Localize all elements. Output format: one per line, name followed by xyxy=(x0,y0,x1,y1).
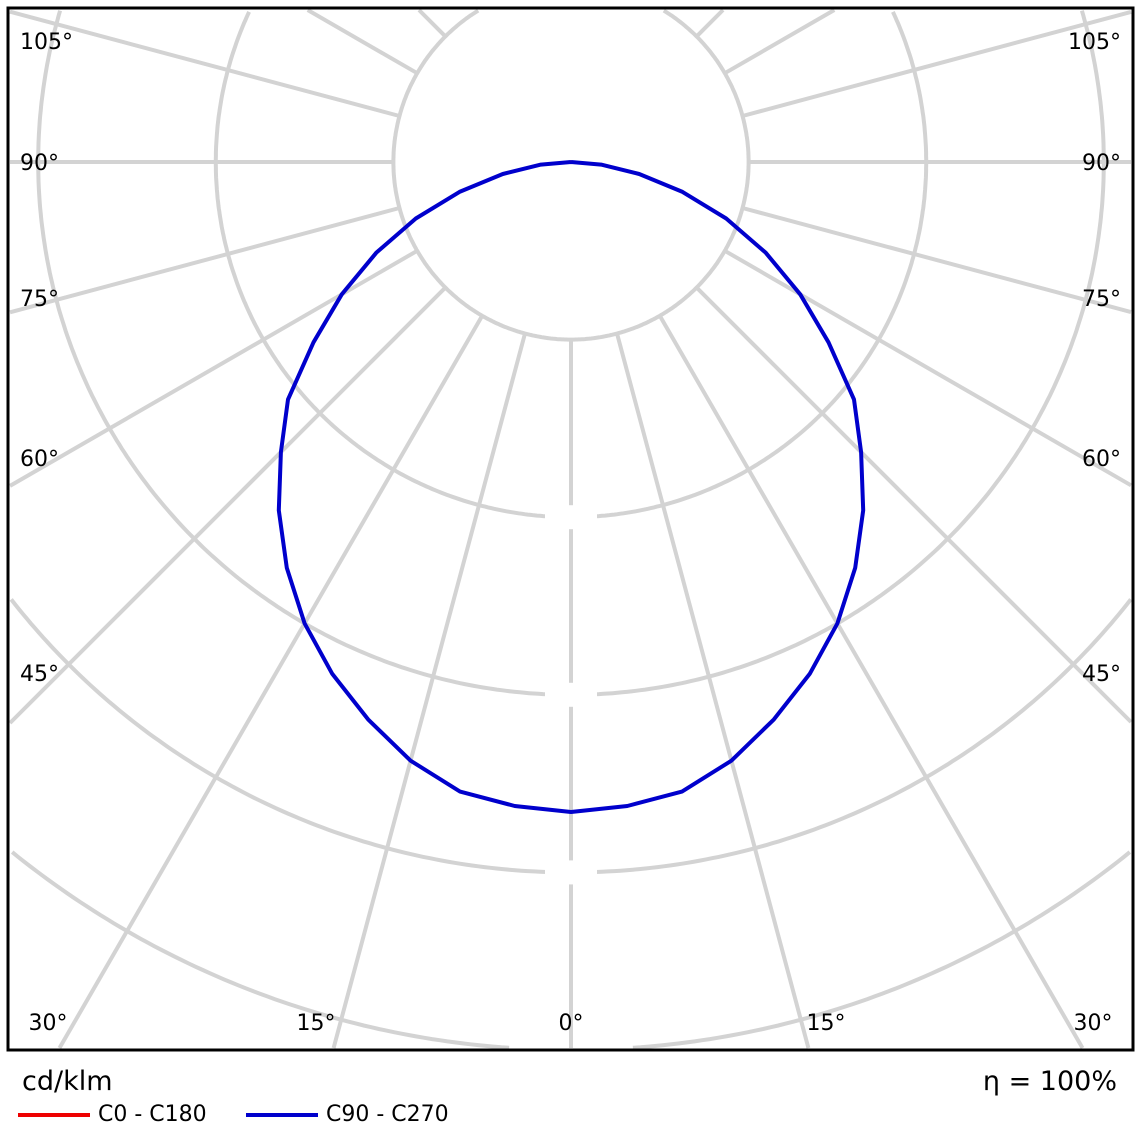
legend-swatch-red xyxy=(18,1112,90,1117)
angle-label-right: 105° xyxy=(1068,30,1121,55)
grid-spoke xyxy=(9,206,401,315)
angle-label-left: 45° xyxy=(20,662,59,687)
angle-label-left: 75° xyxy=(20,287,59,312)
curves xyxy=(276,160,866,814)
angle-label-right: 60° xyxy=(1082,447,1121,472)
legend-item-c0-c180: C0 - C180 xyxy=(18,1102,207,1127)
angle-label-right: 90° xyxy=(1082,151,1121,176)
grid-spoke xyxy=(9,9,401,118)
angle-label-left: 105° xyxy=(20,30,73,55)
legend-label: C0 - C180 xyxy=(98,1102,207,1127)
angle-label-bottom: 15° xyxy=(807,1011,846,1036)
angle-label-right: 75° xyxy=(1082,287,1121,312)
chart-frame xyxy=(6,6,1135,1052)
radial-label-box xyxy=(545,505,597,530)
angle-label-left: 60° xyxy=(20,447,59,472)
grid-spoke xyxy=(695,8,725,38)
grid-circle xyxy=(36,10,571,697)
curve-c90-c270 xyxy=(276,160,866,814)
angle-label-bottom: 30° xyxy=(1074,1011,1113,1036)
grid-spoke xyxy=(331,332,527,1049)
grid-circle xyxy=(571,8,751,342)
grid-circle xyxy=(391,8,571,342)
radial-label-box xyxy=(545,682,597,707)
angle-label-bottom: 30° xyxy=(29,1011,68,1036)
angle-label-right: 45° xyxy=(1082,662,1121,687)
legend-swatch-blue xyxy=(246,1112,318,1117)
grid-spoke xyxy=(306,8,419,75)
angle-labels: 105° 90° 75° 60° 45° 105° 90° 75° 60° 45° 30° 15° 0°… xyxy=(20,30,1121,1036)
grid-circle xyxy=(9,598,571,875)
grid-circle xyxy=(10,850,510,1050)
radial-label-box xyxy=(545,860,597,885)
angle-label-bottom: 15° xyxy=(297,1011,336,1036)
grid-spoke xyxy=(8,286,447,725)
grid-spoke xyxy=(8,249,419,488)
grid-circle xyxy=(571,11,929,520)
grid-spoke xyxy=(741,206,1132,315)
grid-spoke xyxy=(57,314,484,1049)
grid-circle xyxy=(213,11,571,520)
grid-spoke xyxy=(723,249,1132,488)
grid-circle xyxy=(632,850,1132,1050)
legend-label: C90 - C270 xyxy=(326,1102,449,1127)
grid-circle xyxy=(571,10,1106,697)
grid-spoke xyxy=(741,9,1132,118)
unit-label: cd/klm xyxy=(22,1066,113,1097)
angle-label-bottom: 0° xyxy=(559,1011,584,1036)
polar-grid xyxy=(8,8,1133,1050)
grid-circle xyxy=(571,598,1133,875)
grid-spoke xyxy=(695,286,1133,724)
grid-spoke xyxy=(417,8,447,38)
grid-spoke xyxy=(723,8,836,75)
grid-spoke xyxy=(615,332,811,1049)
angle-label-left: 90° xyxy=(20,151,59,176)
legend-item-c90-c270: C90 - C270 xyxy=(246,1102,449,1127)
grid-spoke xyxy=(658,314,1085,1049)
efficiency-label: η = 100% xyxy=(982,1066,1117,1097)
